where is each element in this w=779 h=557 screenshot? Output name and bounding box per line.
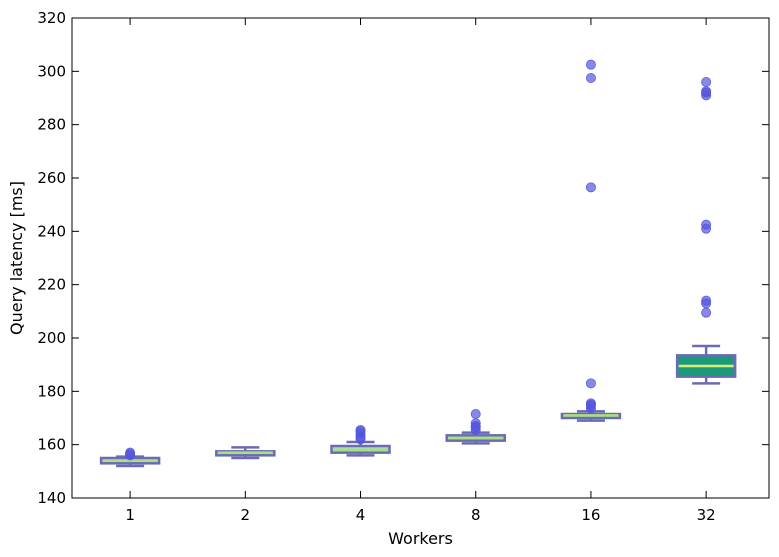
y-tick-label: 320 bbox=[37, 9, 66, 27]
y-tick-label: 280 bbox=[37, 116, 66, 134]
plot-frame bbox=[71, 17, 770, 499]
x-tick-label: 16 bbox=[581, 506, 600, 524]
outlier-point bbox=[125, 447, 136, 458]
outlier-point bbox=[701, 86, 712, 97]
y-tick-label: 260 bbox=[37, 169, 66, 187]
box-8 bbox=[445, 431, 506, 445]
y-tick-label: 220 bbox=[37, 276, 66, 294]
outlier-point bbox=[585, 73, 596, 84]
y-tick-label: 160 bbox=[37, 436, 66, 454]
y-tick-label: 200 bbox=[37, 329, 66, 347]
outlier-point bbox=[701, 307, 712, 318]
outlier-point bbox=[585, 378, 596, 389]
outlier-point bbox=[355, 424, 366, 435]
outlier-point bbox=[701, 295, 712, 306]
boxes-layer bbox=[99, 344, 737, 468]
y-tick-label: 140 bbox=[37, 489, 66, 507]
x-tick-label: 8 bbox=[471, 506, 481, 524]
x-axis: 1 2 4 8 16 32 bbox=[125, 18, 716, 524]
outlier-point bbox=[585, 59, 596, 70]
y-tick-label: 300 bbox=[37, 62, 66, 80]
x-axis-label: Workers bbox=[388, 529, 453, 548]
y-tick-label: 240 bbox=[37, 222, 66, 240]
box-32 bbox=[675, 344, 737, 385]
x-tick-label: 2 bbox=[241, 506, 251, 524]
y-tick-label: 180 bbox=[37, 382, 66, 400]
outlier-point bbox=[585, 398, 596, 409]
box-16 bbox=[560, 410, 622, 422]
x-tick-label: 1 bbox=[125, 506, 135, 524]
x-tick-label: 4 bbox=[356, 506, 366, 524]
x-tick-label: 32 bbox=[697, 506, 716, 524]
y-axis: 140 160 180 200 220 240 260 280 300 320 bbox=[37, 9, 769, 507]
outlier-point bbox=[701, 219, 712, 230]
outlier-point bbox=[701, 77, 712, 88]
outlier-point bbox=[585, 182, 596, 193]
outliers-layer bbox=[125, 59, 712, 461]
box-2 bbox=[215, 446, 276, 460]
outlier-point bbox=[470, 408, 481, 419]
y-axis-label: Query latency [ms] bbox=[7, 181, 26, 335]
outlier-point bbox=[470, 418, 481, 429]
